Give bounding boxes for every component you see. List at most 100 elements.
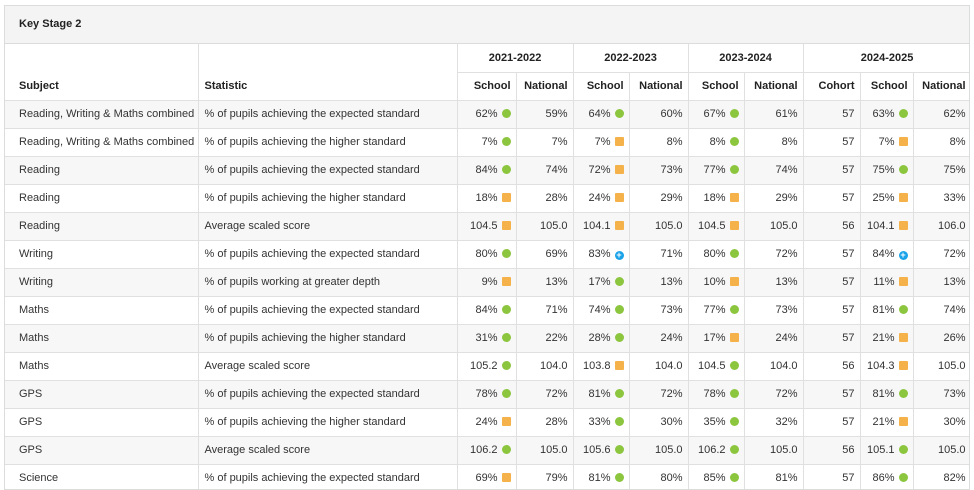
national-value-cell: 73% — [628, 155, 689, 185]
amber-square-icon — [729, 193, 739, 202]
cohort-value-cell: 57 — [802, 99, 861, 129]
school-value: 104.1 — [867, 220, 895, 232]
school-value-cell: 106.2 — [456, 435, 517, 465]
national-value-cell: 7% — [515, 127, 574, 157]
national-value-cell: 73% — [743, 295, 804, 325]
school-value-cell: 69% — [456, 463, 517, 489]
school-value-cell: 9% — [456, 267, 517, 297]
green-dot-icon — [898, 445, 908, 454]
school-value-cell: 24% — [456, 407, 517, 437]
school-value-cell: 21% — [859, 323, 914, 353]
school-value-cell: 84% — [456, 155, 517, 185]
school-value: 104.5 — [698, 220, 726, 232]
amber-square-icon — [729, 221, 739, 230]
green-dot-icon — [614, 109, 624, 118]
school-value: 72% — [588, 164, 611, 176]
school-value-cell: 81% — [859, 379, 914, 409]
school-value: 77% — [703, 304, 726, 316]
school-value-cell: 81% — [572, 379, 630, 409]
national-value-cell: 74% — [743, 155, 804, 185]
green-dot-icon — [729, 249, 739, 258]
school-value-cell: 77% — [687, 155, 745, 185]
statistic-cell: % of pupils achieving the expected stand… — [197, 379, 458, 409]
green-dot-icon — [898, 109, 908, 118]
school-value: 81% — [588, 388, 611, 400]
national-column-header[interactable]: National — [912, 71, 969, 101]
subject-column-header[interactable]: Subject — [5, 44, 199, 101]
school-value-cell: 104.1 — [572, 211, 630, 241]
subject-cell: Reading — [5, 211, 199, 241]
school-value: 84% — [475, 304, 498, 316]
amber-square-icon — [501, 473, 511, 482]
green-dot-icon — [729, 389, 739, 398]
subject-cell: Reading, Writing & Maths combined — [5, 99, 199, 129]
national-column-header[interactable]: National — [515, 71, 574, 101]
statistic-cell: Average scaled score — [197, 435, 458, 465]
subject-cell: Maths — [5, 351, 199, 381]
school-column-header[interactable]: School — [687, 71, 745, 101]
national-value-cell: 104.0 — [515, 351, 574, 381]
school-value-cell: 18% — [456, 183, 517, 213]
statistic-cell: % of pupils achieving the higher standar… — [197, 407, 458, 437]
green-dot-icon — [501, 361, 511, 370]
subject-cell: GPS — [5, 435, 199, 465]
subject-cell: Writing — [5, 239, 199, 269]
statistic-column-header[interactable]: Statistic — [197, 44, 458, 101]
statistic-cell: Average scaled score — [197, 351, 458, 381]
school-value: 105.2 — [469, 360, 498, 372]
cohort-column-header[interactable]: Cohort — [802, 71, 861, 101]
school-value: 85% — [703, 472, 726, 484]
school-value-cell: 67% — [687, 99, 745, 129]
amber-square-icon — [501, 277, 511, 286]
school-value: 81% — [872, 304, 895, 316]
amber-square-icon — [729, 277, 739, 286]
green-dot-icon — [501, 333, 511, 342]
school-column-header[interactable]: School — [457, 71, 517, 101]
national-value-cell: 81% — [743, 463, 804, 489]
green-dot-icon — [501, 109, 511, 118]
table-row: Reading, Writing & Maths combined% of pu… — [5, 99, 969, 129]
green-dot-icon — [898, 389, 908, 398]
national-column-header[interactable]: National — [743, 71, 804, 101]
table-body: Reading, Writing & Maths combined% of pu… — [5, 99, 969, 489]
statistic-cell: % of pupils achieving the higher standar… — [197, 127, 458, 157]
plus-circle-icon: + — [614, 250, 624, 260]
school-column-header[interactable]: School — [859, 71, 914, 101]
statistic-cell: Average scaled score — [197, 211, 458, 241]
school-value-cell: 10% — [687, 267, 745, 297]
school-value: 18% — [475, 192, 498, 204]
school-value: 33% — [588, 416, 611, 428]
national-column-header[interactable]: National — [628, 71, 689, 101]
school-value: 24% — [475, 416, 498, 428]
national-value-cell: 61% — [743, 99, 804, 129]
school-value: 62% — [475, 108, 498, 120]
national-value-cell: 105.0 — [912, 351, 969, 381]
school-value-cell: 84% — [456, 295, 517, 325]
school-value-cell: 106.2 — [687, 435, 745, 465]
national-value-cell: 8% — [743, 127, 804, 157]
green-dot-icon — [729, 417, 739, 426]
national-value-cell: 105.0 — [743, 435, 804, 465]
subject-cell: Maths — [5, 323, 199, 353]
school-value-cell: 80% — [687, 239, 745, 269]
school-value: 80% — [703, 248, 726, 260]
school-value-cell: 7% — [859, 127, 914, 157]
national-value-cell: 79% — [515, 463, 574, 489]
school-value-cell: 81% — [859, 295, 914, 325]
table-row: Maths% of pupils achieving the expected … — [5, 295, 969, 325]
national-value-cell: 32% — [743, 407, 804, 437]
school-value-cell: 104.5 — [687, 351, 745, 381]
national-value-cell: 71% — [515, 295, 574, 325]
school-column-header[interactable]: School — [572, 71, 630, 101]
green-dot-icon — [729, 445, 739, 454]
school-value-cell: 17% — [572, 267, 630, 297]
national-value-cell: 72% — [515, 379, 574, 409]
school-value: 28% — [588, 332, 611, 344]
national-value-cell: 60% — [628, 99, 689, 129]
national-value-cell: 106.0 — [912, 211, 969, 241]
school-value: 7% — [594, 136, 611, 148]
school-value: 106.2 — [469, 444, 498, 456]
school-value-cell: 104.3 — [859, 351, 914, 381]
subject-cell: Reading — [5, 183, 199, 213]
statistic-cell: % of pupils achieving the expected stand… — [197, 463, 458, 489]
